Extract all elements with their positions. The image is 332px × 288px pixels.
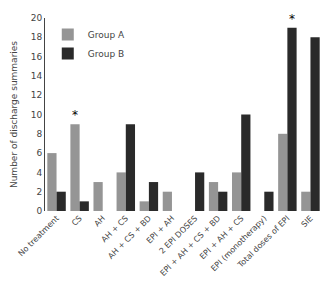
svg-text:20: 20 — [31, 13, 43, 23]
svg-text:*: * — [72, 108, 78, 122]
svg-text:0: 0 — [36, 206, 42, 216]
svg-text:2 EPI DOSES: 2 EPI DOSES — [157, 214, 199, 256]
svg-text:CS: CS — [70, 214, 84, 228]
svg-text:16: 16 — [31, 52, 43, 62]
svg-text:Group A: Group A — [88, 30, 125, 40]
svg-text:18: 18 — [31, 32, 43, 42]
svg-text:EPI (monotherapy): EPI (monotherapy) — [209, 214, 268, 273]
svg-text:14: 14 — [31, 71, 43, 81]
svg-text:4: 4 — [36, 168, 42, 178]
svg-text:AH + CS: AH + CS — [100, 214, 130, 244]
svg-text:Total doses of EPI: Total doses of EPI — [235, 214, 291, 270]
svg-text:AH: AH — [92, 214, 106, 228]
svg-text:Group B: Group B — [88, 49, 124, 59]
svg-text:8: 8 — [36, 129, 42, 139]
svg-text:SIE: SIE — [299, 214, 314, 229]
svg-text:12: 12 — [31, 90, 42, 100]
svg-text:2: 2 — [36, 187, 42, 197]
svg-text:EPI + AH: EPI + AH — [145, 214, 176, 245]
svg-text:10: 10 — [31, 110, 43, 120]
svg-text:EPI + AH + CS + BD: EPI + AH + CS + BD — [158, 214, 222, 278]
svg-text:Number of discharge summaries: Number of discharge summaries — [9, 41, 19, 188]
svg-text:*: * — [289, 12, 295, 26]
svg-text:No treatment: No treatment — [17, 214, 61, 258]
svg-text:6: 6 — [36, 148, 42, 158]
svg-text:AH + CS + BD: AH + CS + BD — [106, 214, 153, 261]
svg-text:EPI + AH + CS: EPI + AH + CS — [198, 214, 245, 261]
